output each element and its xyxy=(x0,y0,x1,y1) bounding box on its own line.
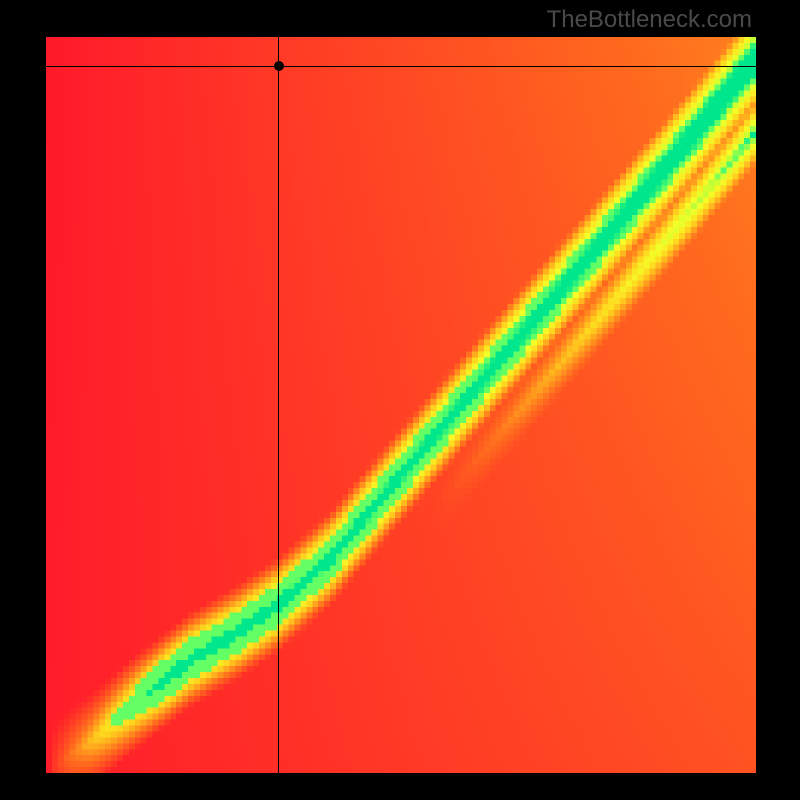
root-container: TheBottleneck.com xyxy=(0,0,800,800)
crosshair-vertical xyxy=(278,37,279,773)
bottleneck-heatmap xyxy=(46,37,756,773)
watermark-text: TheBottleneck.com xyxy=(547,6,752,34)
crosshair-horizontal xyxy=(46,66,756,67)
